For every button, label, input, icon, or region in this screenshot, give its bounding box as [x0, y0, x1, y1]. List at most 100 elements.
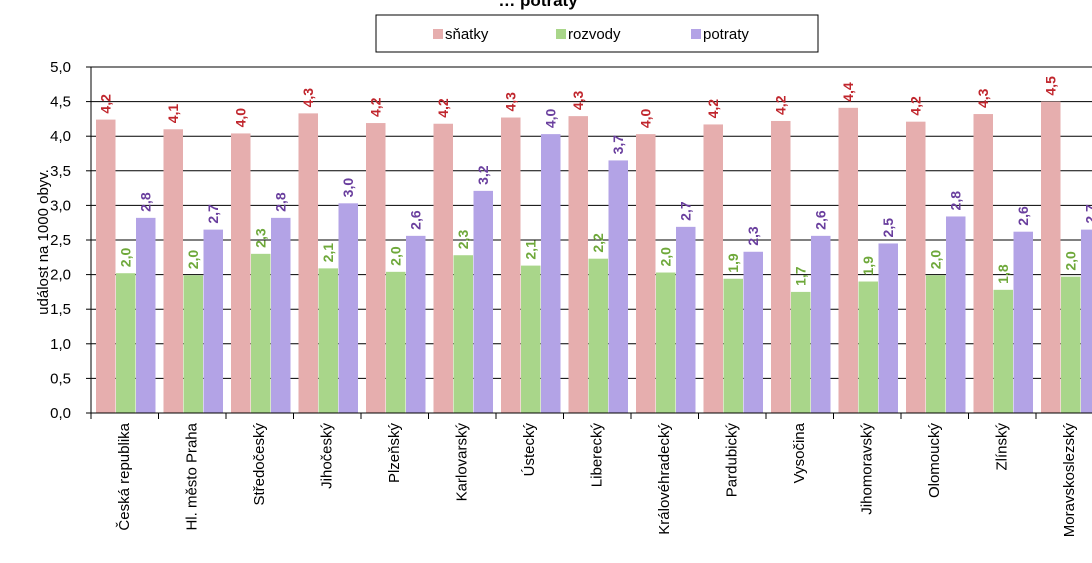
y-tick-label: 1,5 [50, 301, 71, 318]
y-tick-label: 1,0 [50, 336, 71, 353]
bar-potraty [338, 203, 358, 413]
bar-sňatky [231, 133, 251, 413]
legend-swatch [556, 29, 566, 39]
bar-potraty [1081, 229, 1092, 413]
data-label: 4,3 [975, 88, 991, 108]
bar-rozvody [521, 265, 541, 413]
bar-rozvody [116, 273, 136, 413]
data-label: 4,1 [165, 104, 181, 124]
data-label: 2,3 [253, 228, 269, 248]
data-label: 2,5 [880, 218, 896, 238]
y-tick-label: 0,0 [50, 405, 71, 422]
bar-rozvody [251, 253, 271, 413]
data-label: 2,7 [1083, 204, 1092, 224]
data-label: 3,0 [340, 178, 356, 198]
data-label: 2,0 [658, 247, 674, 267]
bar-sňatky [433, 123, 453, 413]
data-label: 2,1 [523, 240, 539, 260]
bar-potraty [743, 251, 763, 413]
bar-potraty [136, 217, 156, 413]
bar-rozvody [1061, 276, 1081, 413]
data-label: 2,0 [388, 246, 404, 266]
legend-swatch [691, 29, 701, 39]
y-tick-label: 4,5 [50, 94, 71, 111]
data-label: 2,3 [455, 230, 471, 250]
x-category-label: Hl. město Praha [183, 422, 200, 530]
legend-label: potraty [703, 26, 749, 43]
bar-potraty [203, 229, 223, 413]
x-category-label: Karlovarský [453, 423, 470, 502]
bar-sňatky [906, 121, 926, 413]
y-tick-label: 0,5 [50, 370, 71, 387]
x-category-label: Liberecký [588, 423, 605, 488]
data-label: 4,2 [773, 95, 789, 115]
y-tick-label: 2,5 [50, 232, 71, 249]
data-label: 4,3 [503, 92, 519, 112]
y-tick-label: 3,0 [50, 197, 71, 214]
bar-potraty [608, 160, 628, 413]
bar-rozvody [318, 268, 338, 413]
bar-rozvody [453, 255, 473, 413]
x-category-label: Středočeský [251, 423, 268, 506]
x-category-label: Moravskoslezský [1061, 423, 1078, 538]
legend-label: sňatky [445, 26, 489, 43]
bar-rozvody [858, 281, 878, 413]
legend-label: rozvody [568, 26, 621, 43]
data-label: 2,0 [1063, 251, 1079, 271]
y-tick-label: 4,0 [50, 128, 71, 145]
x-category-label: Královéhradecký [656, 423, 673, 535]
data-label: 1,9 [725, 253, 741, 273]
data-label: 1,9 [860, 256, 876, 276]
x-category-label: Ústecký [521, 423, 538, 477]
data-label: 2,6 [1015, 206, 1031, 226]
legend: sňatky rozvody potraty [375, 14, 819, 53]
chart-title: … potraty [498, 0, 578, 10]
bar-rozvody [926, 275, 946, 413]
bar-rozvody [183, 275, 203, 413]
data-label: 4,2 [705, 99, 721, 119]
data-label: 1,7 [793, 266, 809, 286]
bar-potraty [811, 235, 831, 413]
bar-sňatky [298, 113, 318, 413]
data-label: 2,0 [118, 248, 134, 268]
x-category-label: Jihočeský [318, 423, 335, 489]
data-label: 2,8 [138, 192, 154, 212]
bar-sňatky [568, 116, 588, 413]
y-axis-label: událost na 1000 obyv. [35, 169, 52, 315]
y-tick-label: 5,0 [50, 59, 71, 76]
bar-rozvody [386, 271, 406, 413]
bar-potraty [473, 190, 493, 413]
data-label: 2,2 [590, 233, 606, 253]
data-label: 2,0 [928, 250, 944, 270]
bar-potraty [946, 216, 966, 413]
bar-sňatky [1041, 101, 1061, 413]
data-label: 3,2 [475, 165, 491, 185]
bar-sňatky [973, 114, 993, 413]
data-label: 2,6 [813, 210, 829, 230]
data-label: 2,7 [678, 201, 694, 221]
x-category-label: Jihomoravský [858, 423, 875, 515]
bar-rozvody [656, 272, 676, 413]
bar-potraty [878, 243, 898, 413]
data-label: 4,0 [543, 108, 559, 128]
bar-sňatky [501, 117, 521, 414]
data-label: 2,3 [745, 226, 761, 246]
bar-rozvody [791, 291, 811, 413]
data-label: 4,5 [1043, 76, 1059, 96]
bar-potraty [271, 217, 291, 413]
data-label: 4,0 [233, 108, 249, 128]
data-label: 2,6 [408, 210, 424, 230]
bar-potraty [406, 235, 426, 413]
data-label: 2,7 [205, 204, 221, 224]
x-category-label: Pardubický [723, 423, 740, 498]
bar-rozvody [588, 258, 608, 413]
bar-sňatky [636, 134, 656, 413]
data-label: 4,2 [98, 94, 114, 114]
y-tick-label: 2,0 [50, 267, 71, 284]
bar-potraty [541, 134, 561, 413]
y-tick-label: 3,5 [50, 163, 71, 180]
x-category-label: Plzeňský [386, 423, 403, 484]
bar-potraty [676, 226, 696, 413]
bar-rozvody [993, 289, 1013, 413]
